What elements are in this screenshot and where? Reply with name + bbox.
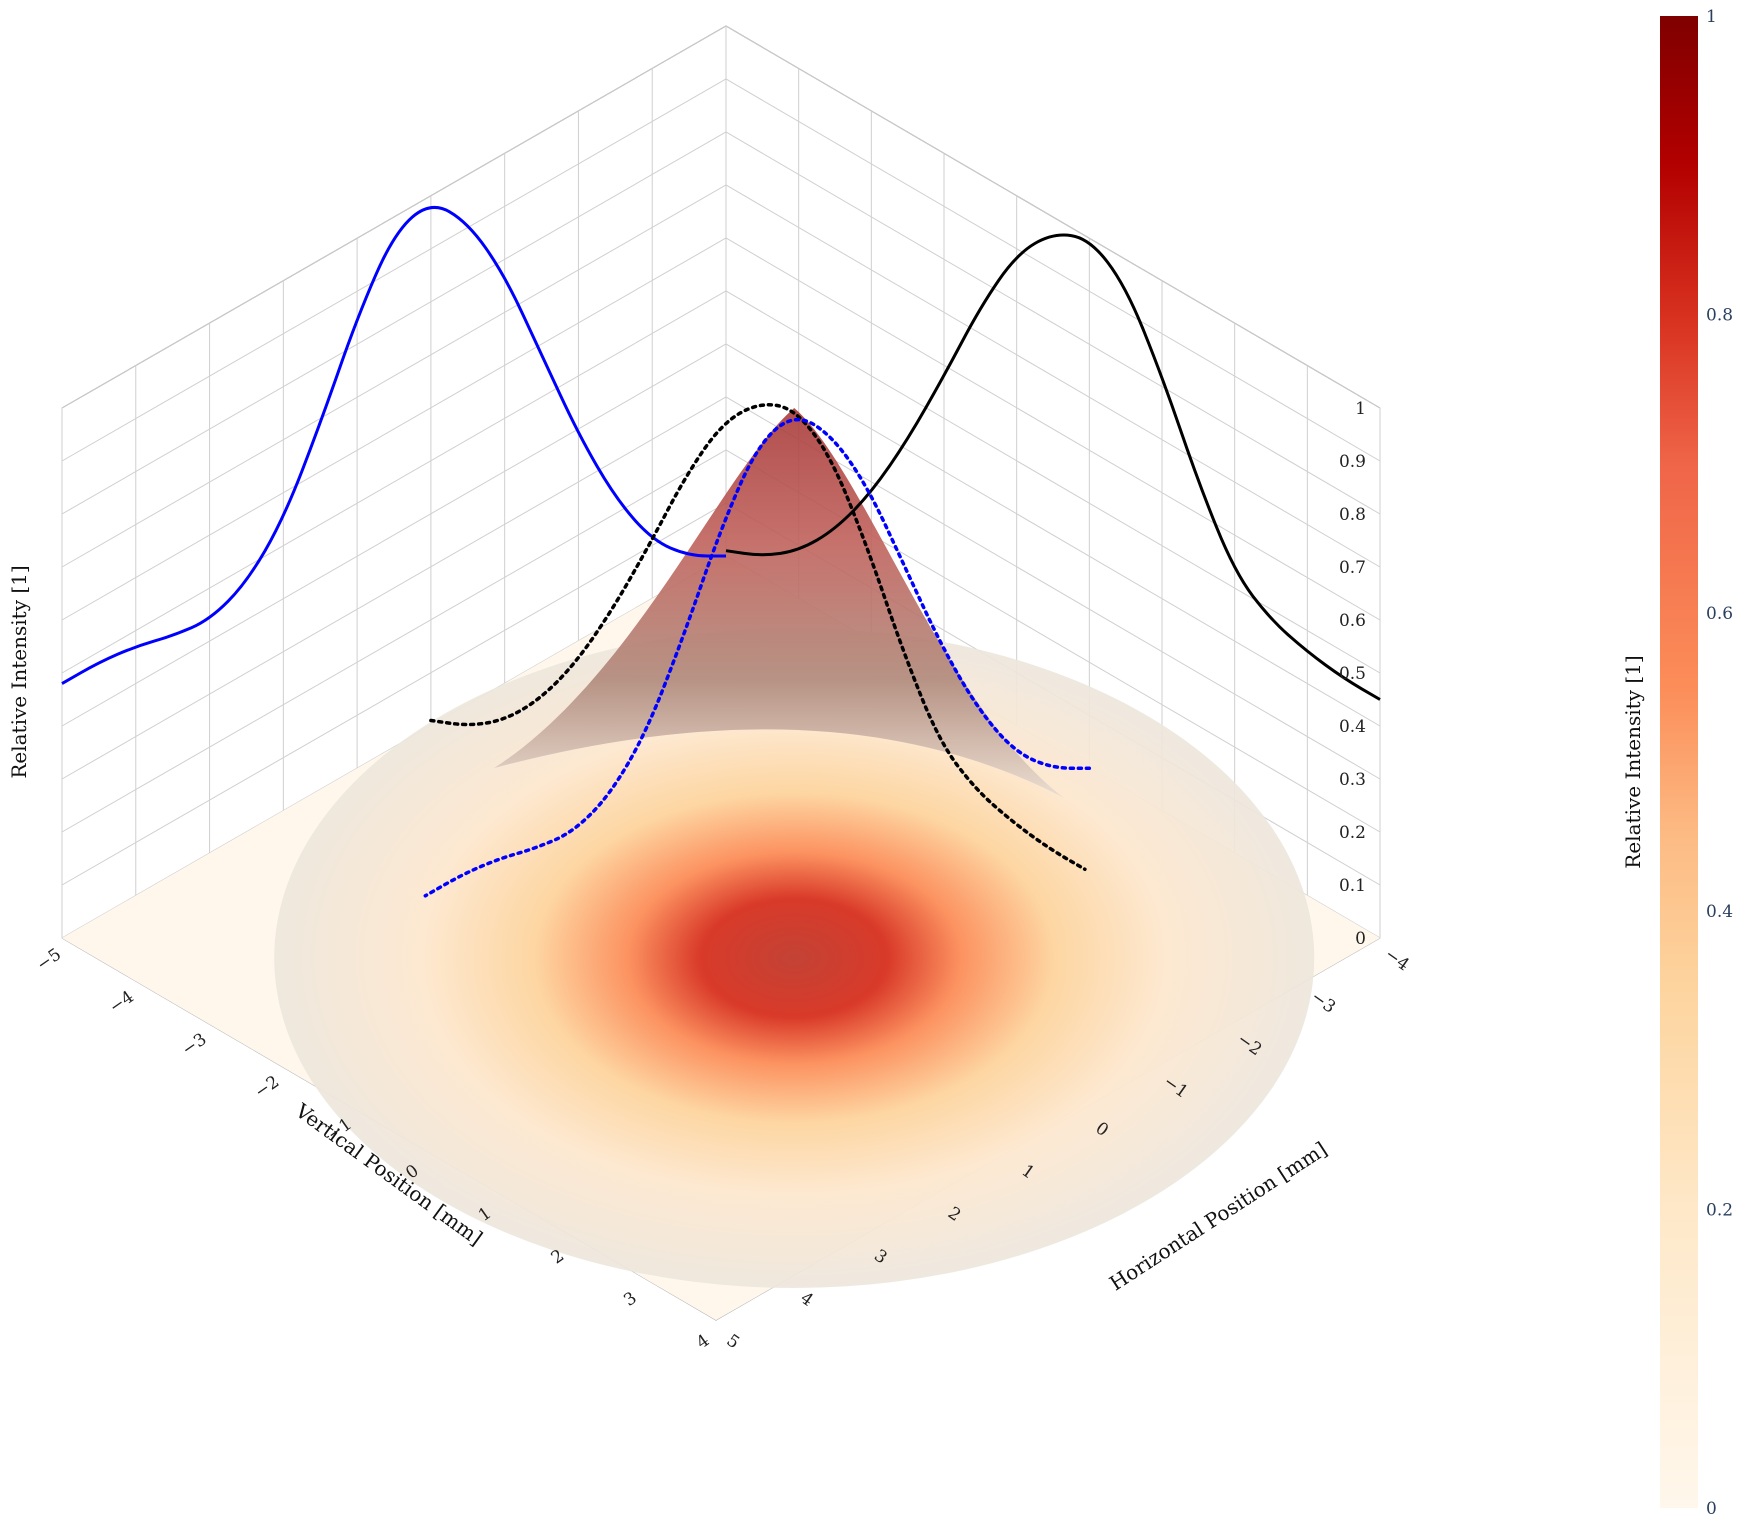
z-tick-label: 0.2 bbox=[1339, 823, 1366, 843]
vertical-profile-cut-line bbox=[429, 403, 1087, 872]
z-tick-label: 0.4 bbox=[1339, 717, 1366, 737]
z-tick-label: 0.6 bbox=[1339, 611, 1366, 631]
colorbar-tick-label: 0 bbox=[1706, 1499, 1717, 1519]
z-axis-title: Relative Intensity [1] bbox=[7, 565, 31, 778]
z-tick-label: 0.7 bbox=[1339, 558, 1366, 578]
colorbar-tick-label: 0.6 bbox=[1706, 604, 1733, 624]
y-tick-label: −2 bbox=[251, 1072, 283, 1103]
top-pane-edge bbox=[61, 25, 1381, 409]
floor-heatmap bbox=[274, 628, 1315, 1288]
colorbar-title: Relative Intensity [1] bbox=[1621, 655, 1645, 868]
colorbar-tick-label: 0.4 bbox=[1706, 902, 1733, 922]
horizontal-profile-wall-line bbox=[61, 205, 726, 685]
colorbar-tick-label: 1 bbox=[1706, 7, 1717, 27]
z-tick-label: 0.1 bbox=[1339, 876, 1366, 896]
x-tick-label: −3 bbox=[1307, 987, 1339, 1018]
z-tick-label: 0 bbox=[1355, 929, 1366, 949]
z-tick-label: 0.3 bbox=[1339, 770, 1366, 790]
y-tick-label: −5 bbox=[33, 945, 65, 976]
x-tick-label: 5 bbox=[723, 1331, 743, 1354]
vertical-profile-wall-line bbox=[725, 233, 1381, 701]
y-tick-label: −3 bbox=[178, 1029, 210, 1060]
z-tick-label: 1 bbox=[1355, 399, 1366, 419]
colorbar-tick-label: 0.8 bbox=[1706, 305, 1733, 325]
y-tick-label: −4 bbox=[106, 987, 138, 1018]
colorbar-tick-label: 0.2 bbox=[1706, 1201, 1733, 1221]
y-tick-label: 3 bbox=[620, 1288, 640, 1311]
z-tick-label: 0.5 bbox=[1339, 664, 1366, 684]
x-tick-label: 4 bbox=[796, 1288, 816, 1311]
horizontal-profile-cut-line bbox=[423, 417, 1092, 898]
z-tick-label: 0.9 bbox=[1339, 452, 1366, 472]
z-gridline bbox=[61, 25, 1381, 409]
z-gridline bbox=[61, 78, 1381, 462]
x-tick-label: −4 bbox=[1381, 945, 1413, 976]
z-tick-label: 0.8 bbox=[1339, 505, 1366, 525]
colorbar-scale bbox=[1660, 16, 1698, 1508]
y-tick-label: 4 bbox=[693, 1331, 713, 1354]
z-gridline bbox=[61, 131, 1381, 515]
